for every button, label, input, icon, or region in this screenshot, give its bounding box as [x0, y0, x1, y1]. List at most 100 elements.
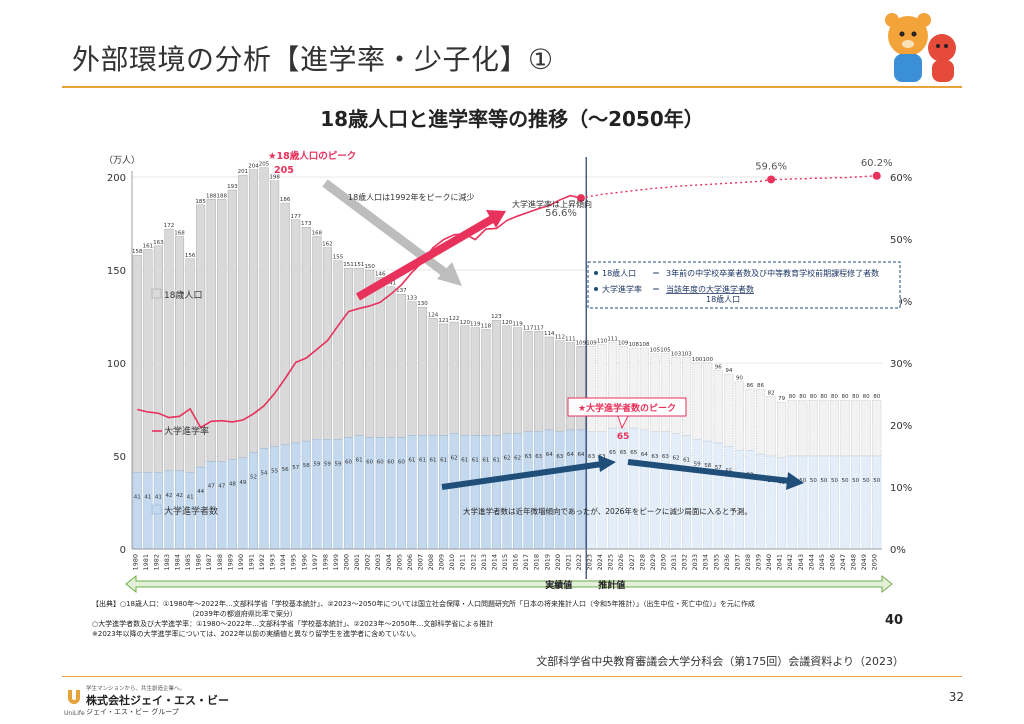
students-arrow-up-head: [598, 455, 616, 472]
population-value-label: 80: [810, 394, 817, 400]
population-value-label: 193: [227, 184, 238, 190]
x-tick-label: 2012: [469, 554, 477, 571]
population-value-label: 173: [301, 221, 312, 227]
students-bar: [861, 455, 871, 550]
phase-actual-label: 実績値: [545, 579, 572, 591]
students-value-label: 62: [504, 456, 511, 462]
x-tick-label: 1985: [184, 554, 192, 571]
students-value-label: 63: [662, 454, 669, 460]
students-bar: [365, 437, 375, 550]
y2-tick-label: 40%: [890, 297, 912, 308]
population-bar: [544, 336, 554, 431]
population-value-label: 79: [778, 396, 785, 402]
population-value-label: 109: [618, 340, 629, 346]
population-value-label: 161: [143, 244, 154, 250]
students-bar: [143, 472, 153, 550]
students-value-label: 41: [144, 495, 151, 501]
rate-marker-2050: [872, 171, 881, 180]
x-tick-label: 2047: [839, 554, 847, 571]
x-tick-label: 2042: [786, 554, 794, 571]
students-value-label: 63: [651, 454, 658, 460]
x-tick-label: 1990: [237, 554, 245, 571]
population-value-label: 100: [702, 357, 713, 363]
x-tick-label: 1986: [195, 554, 203, 571]
x-tick-label: 1987: [205, 554, 213, 571]
students-bar: [428, 435, 438, 550]
students-value-label: 42: [165, 493, 172, 499]
rate-marker-2022: [576, 194, 585, 203]
students-bar: [872, 455, 882, 550]
population-bar: [333, 260, 343, 440]
students-bar: [407, 435, 417, 550]
students-bar: [460, 435, 470, 550]
population-value-label: 146: [375, 271, 386, 277]
x-tick-label: 1994: [279, 554, 287, 571]
x-tick-label: 2036: [723, 554, 731, 571]
population-bar: [344, 267, 354, 438]
students-value-label: 50: [852, 478, 859, 484]
population-value-label: 86: [746, 383, 753, 389]
x-tick-label: 1991: [247, 554, 255, 571]
students-bar: [618, 427, 628, 550]
population-value-label: 96: [715, 364, 722, 370]
students-bar: [439, 435, 449, 550]
students-bar: [608, 427, 618, 550]
population-value-label: 121: [438, 318, 449, 324]
population-value-label: 168: [312, 231, 323, 237]
students-bar: [671, 433, 681, 550]
y-tick-label: 0: [120, 545, 126, 556]
students-value-label: 47: [208, 484, 215, 490]
rate-line-actual: [137, 194, 582, 429]
students-value-label: 50: [810, 478, 817, 484]
population-bar: [671, 357, 681, 434]
x-tick-label: 2044: [807, 554, 815, 571]
population-value-label: 118: [481, 324, 492, 330]
students-bar: [248, 452, 259, 550]
rate-marker-2040: [767, 175, 776, 184]
population-bar: [513, 327, 523, 434]
students-bar: [713, 442, 723, 550]
population-bar: [502, 325, 512, 434]
students-bar: [322, 439, 332, 550]
students-bar: [777, 457, 787, 550]
students-value-label: 50: [831, 478, 838, 484]
population-value-label: 130: [417, 301, 428, 307]
students-bar: [217, 461, 227, 550]
unilife-logo-icon: [68, 690, 80, 704]
x-tick-label: 1980: [131, 554, 139, 571]
students-bar: [555, 431, 565, 550]
x-tick-label: 2037: [733, 554, 741, 571]
population-bar: [777, 401, 787, 459]
population-value-label: 141: [386, 281, 397, 287]
population-bar: [576, 346, 586, 431]
population-value-label: 188: [217, 193, 228, 199]
x-tick-label: 1982: [152, 554, 160, 571]
y-unit-label: （万人）: [104, 155, 140, 166]
students-peak-value: 65: [617, 432, 630, 442]
students-value-label: 47: [218, 484, 225, 490]
definition-desc: 当該年度の大学進学者数: [666, 284, 754, 294]
definition-eq: ＝: [652, 285, 660, 294]
population-value-label: 188: [206, 193, 217, 199]
x-tick-label: 2024: [596, 554, 604, 571]
population-bar: [819, 400, 829, 457]
students-bar: [206, 461, 216, 550]
definition-term: 18歳人口: [602, 268, 636, 278]
population-bar: [787, 400, 797, 457]
students-bar: [534, 431, 544, 550]
students-value-label: 60: [345, 459, 352, 465]
population-value-label: 111: [607, 337, 618, 343]
x-tick-label: 2021: [564, 554, 572, 571]
students-bar: [417, 435, 428, 550]
population-bar: [153, 245, 163, 473]
students-bar: [787, 455, 797, 550]
definition-denominator: 18歳人口: [706, 294, 740, 304]
definition-term: 大学進学率: [602, 284, 642, 294]
population-bar: [829, 400, 839, 457]
population-value-label: 90: [736, 376, 743, 382]
x-tick-label: 2035: [712, 554, 720, 571]
population-bar: [428, 318, 438, 436]
phase-projected-label: 推計値: [598, 579, 625, 591]
students-value-label: 64: [641, 452, 648, 458]
